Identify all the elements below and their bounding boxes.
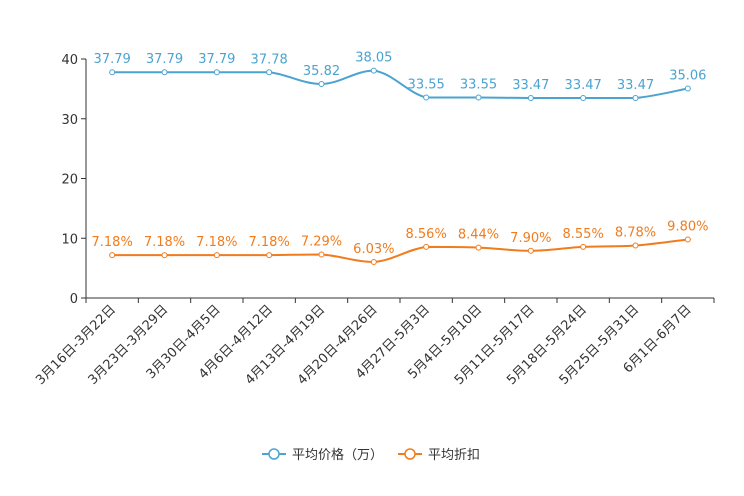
series-1-point-10 [632, 242, 639, 249]
series-0-point-4 [318, 80, 325, 87]
series-1-point-2 [213, 252, 220, 259]
series-1-label-9: 8.55% [563, 227, 604, 242]
series-1-point-0 [109, 252, 116, 259]
series-0-point-11 [684, 85, 691, 92]
series-0-point-1 [161, 69, 168, 76]
series-0-label-2: 37.79 [198, 52, 235, 67]
series-0-point-10 [632, 95, 639, 102]
series-1-label-11: 9.80% [667, 219, 708, 234]
series-1-line [112, 238, 688, 263]
legend-item-1[interactable]: 平均折扣 [398, 448, 480, 463]
series-1-point-1 [161, 252, 168, 259]
series-1-point-6 [423, 243, 430, 250]
series-1-point-5 [370, 258, 377, 265]
series-1-point-3 [266, 252, 273, 259]
series-0-point-6 [423, 94, 430, 101]
series-1-label-10: 8.78% [615, 226, 656, 241]
series-0-point-7 [475, 94, 482, 101]
series-1-label-0: 7.18% [92, 235, 133, 250]
legend[interactable]: 平均价格（万） 平均折扣 [262, 447, 480, 463]
series-0-label-4: 35.82 [303, 64, 340, 79]
series-0-label-10: 33.47 [617, 78, 654, 93]
series-0-label-0: 37.79 [94, 52, 131, 67]
series-0-point-8 [527, 95, 534, 102]
series-0-label-8: 33.47 [512, 78, 549, 93]
series-0-point-0 [109, 69, 116, 76]
series-1-point-7 [475, 244, 482, 251]
series-1-label-5: 6.03% [353, 242, 394, 257]
series-0-label-5: 38.05 [355, 51, 392, 66]
series-0-point-3 [266, 69, 273, 76]
series-1-point-8 [527, 247, 534, 254]
series-0-point-2 [213, 69, 220, 76]
series-1-label-8: 7.90% [510, 231, 551, 246]
series-0-label-11: 35.06 [669, 69, 706, 84]
legend-item-0[interactable]: 平均价格（万） [262, 447, 383, 463]
series-0-point-5 [370, 67, 377, 74]
y-tick-label-0: 0 [70, 292, 78, 307]
y-tick-label-2: 20 [61, 173, 78, 188]
series-1-label-4: 7.29% [301, 234, 342, 249]
series-1-point-11 [684, 236, 691, 243]
series-1-label-7: 8.44% [458, 228, 499, 243]
series-0-line [112, 69, 689, 100]
series-0-label-9: 33.47 [565, 78, 602, 93]
series-0-label-3: 37.78 [251, 52, 288, 67]
series-1: 7.18% 7.18% 7.18% 7.18% 7.29% 6.03% 8.56% 8.44%… [92, 219, 708, 265]
series-1-point-9 [580, 243, 587, 250]
series-1-label-2: 7.18% [196, 235, 237, 250]
legend-marker-0 [268, 448, 280, 460]
legend-marker-1 [404, 448, 416, 460]
series-1-label-6: 8.56% [406, 227, 447, 242]
series-1-label-3: 7.18% [249, 235, 290, 250]
y-tick-label-3: 30 [61, 113, 78, 128]
series-1-point-4 [318, 251, 325, 258]
series-1-label-1: 7.18% [144, 235, 185, 250]
legend-label-1: 平均折扣 [428, 448, 480, 463]
series-0-label-1: 37.79 [146, 52, 183, 67]
y-tick-label-4: 40 [61, 53, 78, 68]
series-0: 37.79 37.79 37.79 37.78 35.82 38.05 33.55 33.55… [94, 51, 706, 102]
series-0-label-6: 33.55 [408, 78, 445, 93]
legend-label-0: 平均价格（万） [292, 447, 383, 463]
axes: 0102030403月16日-3月22日3月23日-3月29日3月30日-4月5… [33, 53, 715, 388]
y-tick-label-1: 10 [61, 232, 78, 247]
series-layer: 37.79 37.79 37.79 37.78 35.82 38.05 33.55 33.55… [92, 51, 708, 265]
series-0-label-7: 33.55 [460, 78, 497, 93]
series-0-point-9 [580, 95, 587, 102]
